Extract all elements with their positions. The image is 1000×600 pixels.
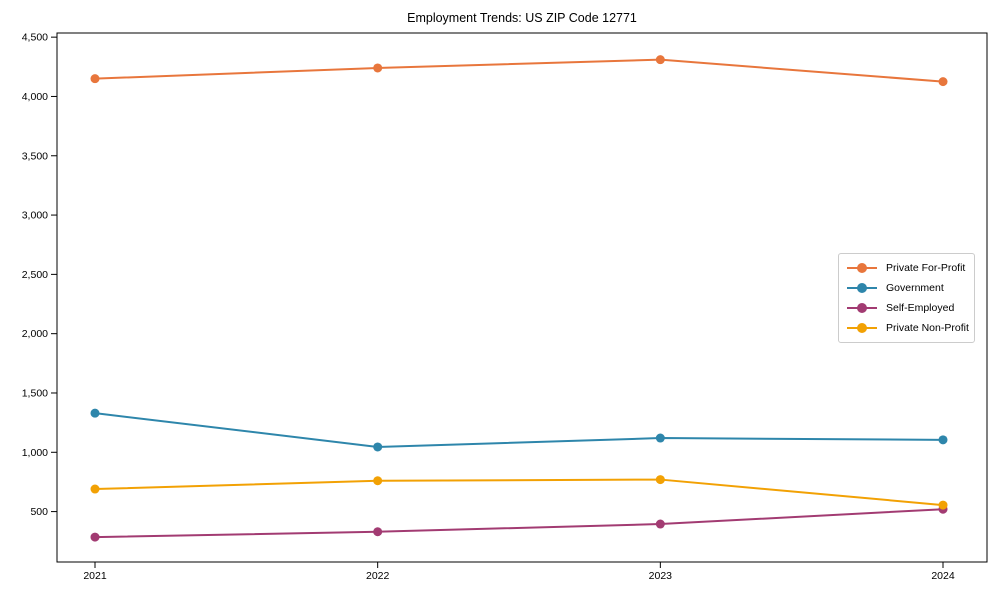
y-tick-label: 4,000	[22, 91, 48, 103]
series-marker-private-for-profit	[373, 63, 383, 73]
series-marker-private-for-profit	[655, 55, 665, 65]
series-marker-self-employed	[90, 532, 100, 542]
legend-line-marker-icon	[847, 263, 877, 273]
y-tick-label: 1,500	[22, 387, 48, 399]
series-marker-private-for-profit	[938, 77, 948, 87]
x-tick-label: 2022	[366, 570, 390, 582]
y-tick-label: 2,500	[22, 269, 48, 281]
series-marker-government	[90, 408, 100, 418]
series-line-private-for-profit	[94, 58, 945, 83]
series-line-private-non-profit	[94, 478, 945, 507]
y-tick-label: 4,500	[22, 32, 48, 44]
legend-label: Private For-Profit	[886, 262, 966, 274]
series-marker-government	[938, 435, 948, 445]
y-tick-label: 2,000	[22, 328, 48, 340]
x-tick-label: 2023	[649, 570, 673, 582]
series-marker-private-non-profit	[655, 475, 665, 485]
series-line-government	[94, 412, 945, 448]
series-marker-self-employed	[373, 527, 383, 537]
chart-title: Employment Trends: US ZIP Code 12771	[407, 11, 637, 25]
legend-label: Private Non-Profit	[886, 322, 969, 334]
legend-item: Self-Employed	[845, 298, 968, 318]
legend-line-marker-icon	[847, 303, 877, 313]
series-line-self-employed	[94, 508, 945, 539]
series-marker-private-non-profit	[90, 484, 100, 494]
series-marker-self-employed	[655, 519, 665, 529]
y-tick-label: 1,000	[22, 447, 48, 459]
plot-area	[56, 32, 988, 563]
legend-item: Private Non-Profit	[845, 318, 969, 338]
series-marker-government	[373, 442, 383, 452]
legend-item: Private For-Profit	[845, 258, 968, 278]
y-tick-label: 3,500	[22, 150, 48, 162]
series-marker-private-for-profit	[90, 74, 100, 84]
legend-line-marker-icon	[847, 323, 877, 333]
legend: Private For-Profit Government Self-Employe…	[838, 253, 975, 343]
series-marker-private-non-profit	[373, 476, 383, 486]
legend-label: Self-Employed	[886, 302, 955, 314]
series-marker-government	[655, 433, 665, 443]
legend-line-marker-icon	[847, 283, 877, 293]
y-tick-label: 3,000	[22, 210, 48, 222]
series-marker-private-non-profit	[938, 500, 948, 510]
x-tick-label: 2024	[931, 570, 955, 582]
legend-item: Government	[845, 278, 968, 298]
legend-label: Government	[886, 282, 944, 294]
x-tick-label: 2021	[83, 570, 107, 582]
y-tick-label: 500	[30, 506, 48, 518]
